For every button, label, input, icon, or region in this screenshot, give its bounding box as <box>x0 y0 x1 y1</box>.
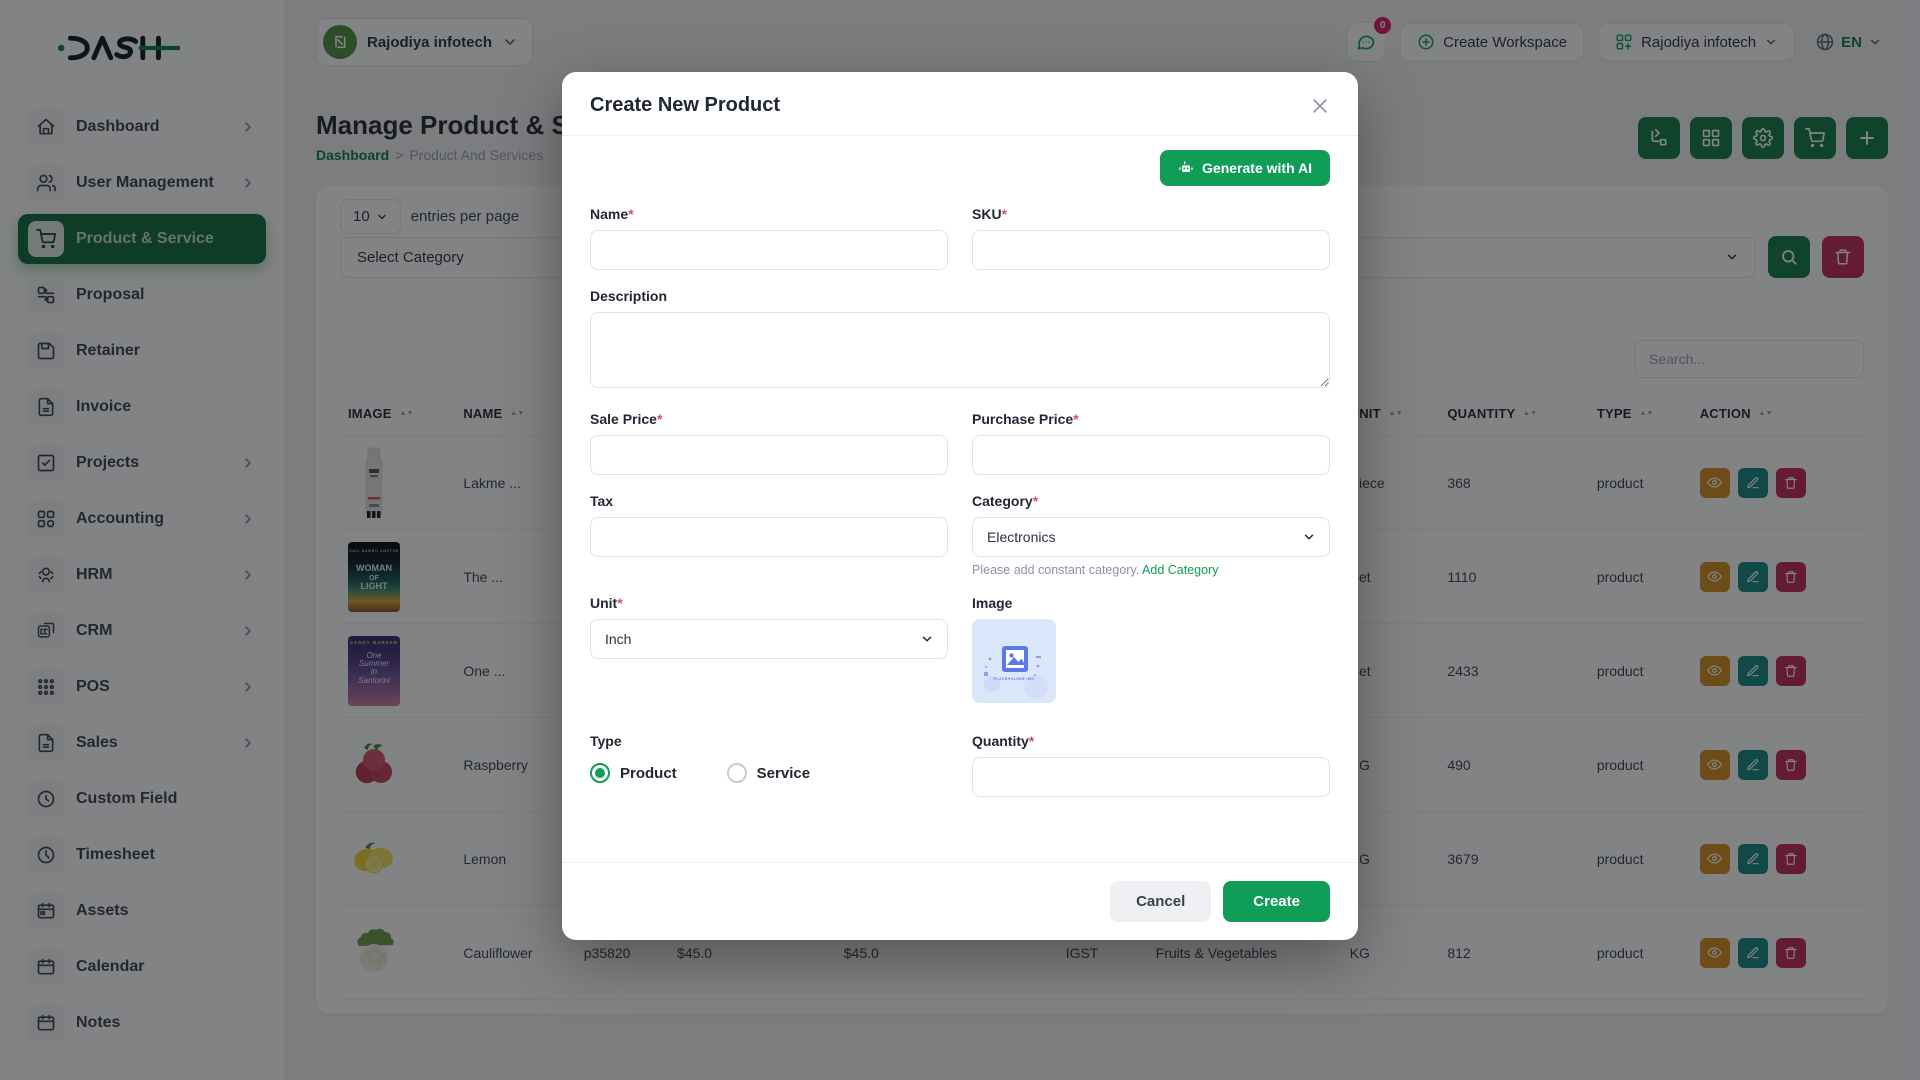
svg-text:PLACEHOLDER IMG: PLACEHOLDER IMG <box>994 677 1035 681</box>
